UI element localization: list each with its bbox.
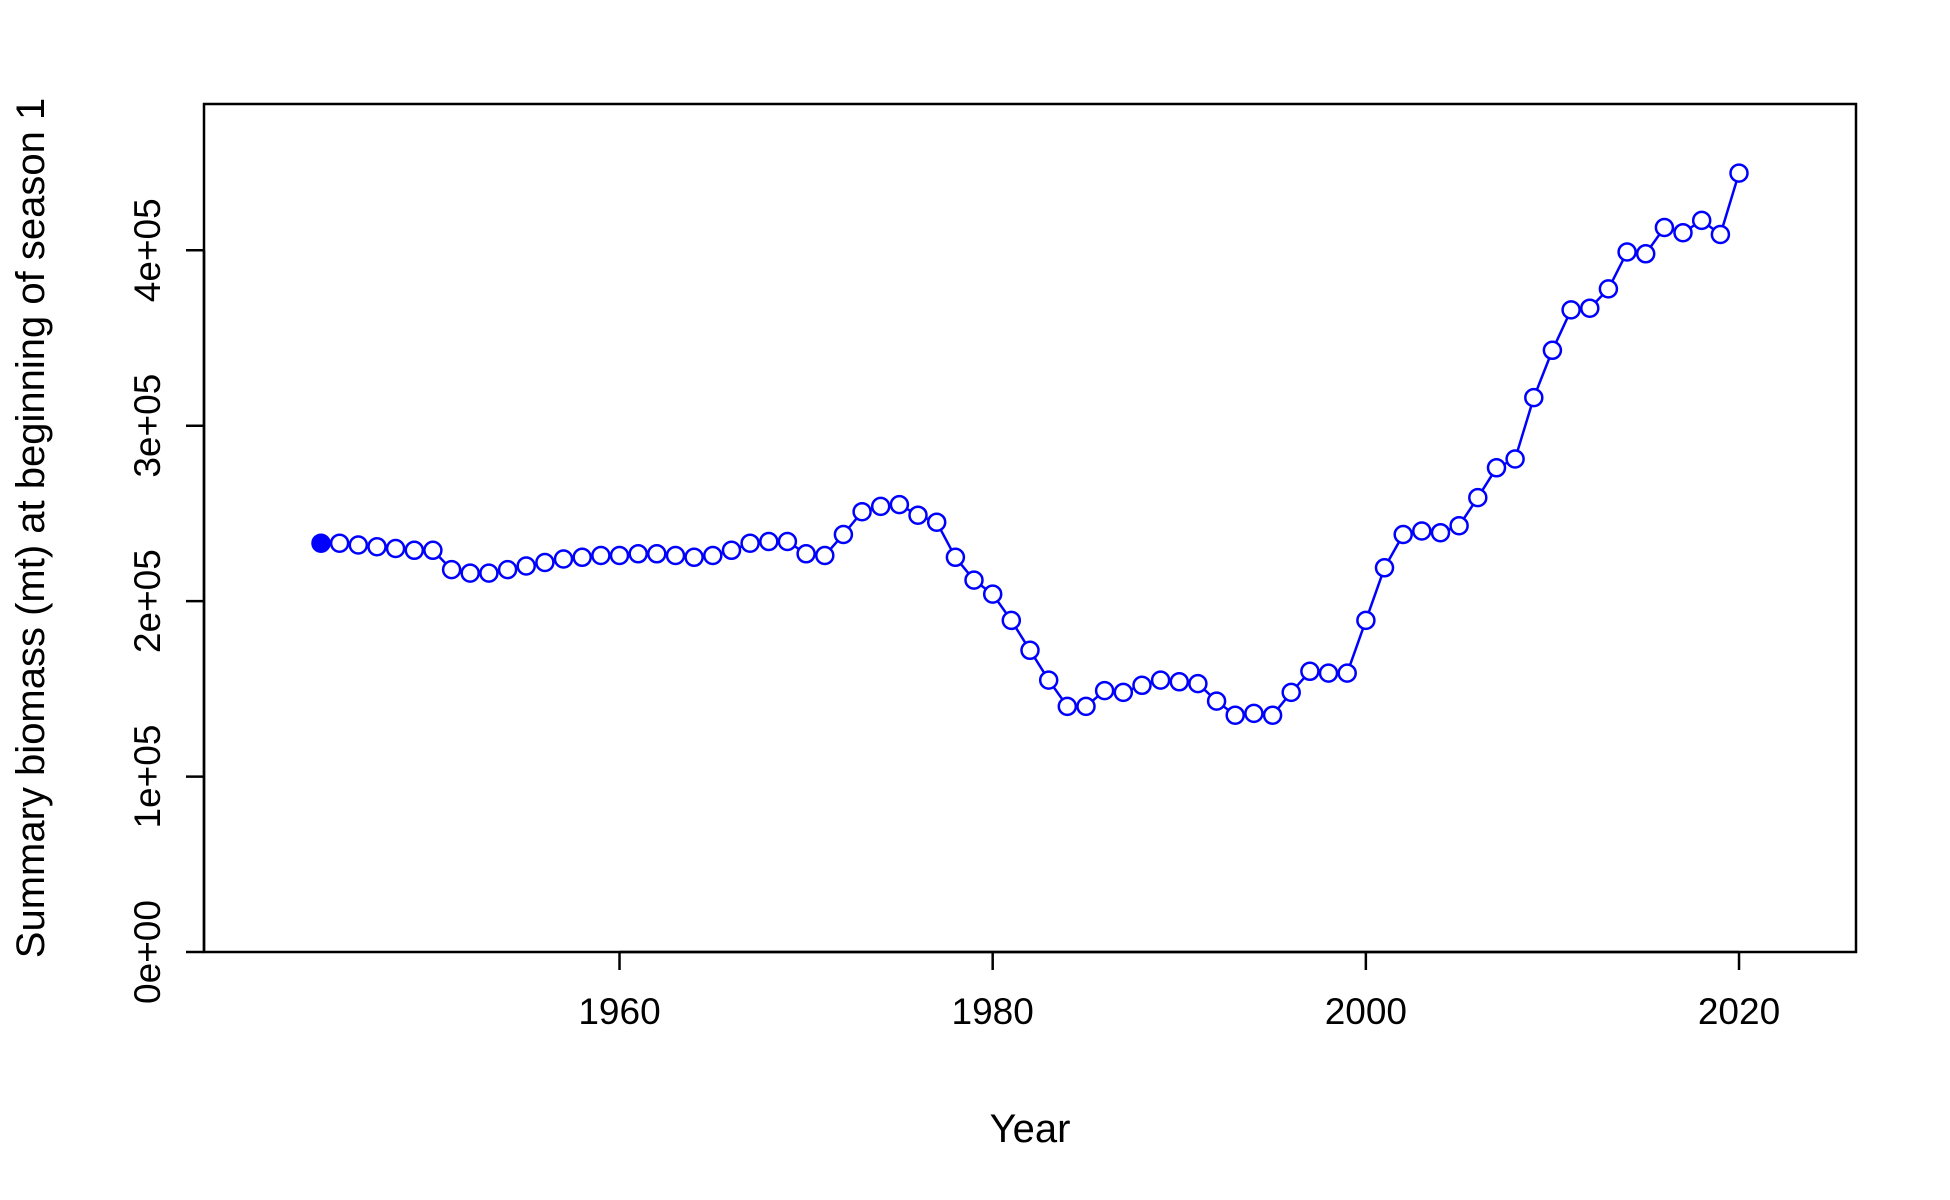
data-point bbox=[852, 501, 872, 522]
data-point bbox=[1225, 705, 1245, 725]
data-point bbox=[1057, 696, 1078, 717]
data-point bbox=[1020, 640, 1040, 661]
data-point bbox=[423, 540, 443, 561]
data-point bbox=[535, 552, 555, 573]
data-point bbox=[1505, 449, 1525, 469]
data-point bbox=[1300, 661, 1320, 682]
data-point bbox=[609, 545, 630, 566]
data-point bbox=[1542, 340, 1563, 361]
data-point bbox=[740, 533, 760, 553]
data-point bbox=[945, 547, 966, 568]
data-point bbox=[1094, 680, 1115, 701]
data-point bbox=[1188, 673, 1208, 694]
data-point bbox=[796, 544, 816, 564]
y-tick-label: 4e+05 bbox=[127, 198, 168, 302]
data-point bbox=[833, 524, 854, 545]
data-point bbox=[1038, 670, 1059, 690]
data-point bbox=[1318, 663, 1339, 683]
data-point bbox=[703, 545, 723, 566]
data-point bbox=[572, 547, 592, 568]
data-point bbox=[516, 556, 536, 576]
data-point bbox=[460, 563, 480, 583]
x-axis-title: Year bbox=[990, 1107, 1071, 1151]
x-axis: 1960 1980 2000 2020 bbox=[578, 950, 1780, 1032]
data-point bbox=[1393, 524, 1413, 545]
data-point bbox=[1654, 217, 1675, 238]
data-point bbox=[1710, 224, 1731, 245]
data-point bbox=[628, 544, 648, 564]
data-point bbox=[870, 496, 891, 517]
data-point bbox=[497, 559, 518, 580]
data-point bbox=[684, 547, 704, 568]
data-point bbox=[1673, 222, 1693, 243]
data-point bbox=[1262, 705, 1283, 725]
y-axis-title: Summary biomass (mt) at beginning of sea… bbox=[9, 98, 53, 958]
data-point bbox=[1113, 682, 1134, 703]
data-point bbox=[1337, 663, 1357, 683]
data-point bbox=[777, 531, 798, 552]
data-point bbox=[1206, 691, 1227, 711]
data-point bbox=[1076, 696, 1096, 717]
x-tick-label: 1980 bbox=[952, 991, 1034, 1032]
data-point bbox=[553, 549, 574, 569]
data-point bbox=[385, 538, 406, 559]
data-point bbox=[1430, 522, 1451, 543]
data-point bbox=[964, 570, 984, 590]
y-tick-label: 2e+05 bbox=[127, 549, 168, 653]
data-point bbox=[1001, 610, 1022, 631]
data-point bbox=[1468, 487, 1488, 508]
data-point bbox=[908, 505, 928, 525]
x-tick-label: 1960 bbox=[578, 991, 660, 1032]
data-point bbox=[1635, 244, 1656, 264]
data-point bbox=[889, 494, 910, 515]
plot-frame bbox=[202, 102, 1858, 954]
data-point bbox=[721, 540, 742, 561]
data-point bbox=[1356, 610, 1376, 631]
data-point bbox=[1281, 682, 1301, 703]
data-point bbox=[1691, 210, 1712, 231]
data-point bbox=[647, 544, 667, 564]
y-tick-label: 0e+00 bbox=[127, 900, 168, 1004]
data-point bbox=[1580, 298, 1600, 318]
data-point bbox=[1729, 163, 1749, 183]
y-axis: 0e+00 1e+05 2e+05 3e+05 4e+05 bbox=[127, 198, 206, 1004]
y-tick-label: 3e+05 bbox=[127, 374, 168, 478]
data-point bbox=[329, 533, 350, 553]
x-tick-label: 2020 bbox=[1698, 991, 1780, 1032]
data-point bbox=[1561, 300, 1581, 320]
data-point bbox=[815, 545, 835, 566]
data-point bbox=[665, 545, 686, 566]
data-point bbox=[367, 536, 387, 557]
data-point-initial bbox=[311, 533, 331, 553]
data-point bbox=[591, 545, 611, 566]
data-point bbox=[1132, 675, 1152, 696]
data-point bbox=[1449, 515, 1469, 536]
data-point bbox=[1486, 458, 1507, 478]
x-tick-label: 2000 bbox=[1325, 991, 1407, 1032]
data-point bbox=[1412, 521, 1432, 541]
data-point bbox=[404, 540, 425, 561]
data-point bbox=[1244, 703, 1264, 724]
data-point bbox=[1150, 670, 1171, 690]
data-point bbox=[348, 535, 369, 555]
data-point bbox=[441, 559, 462, 580]
series-line bbox=[321, 172, 1741, 717]
data-point bbox=[1524, 387, 1544, 408]
data-point bbox=[926, 512, 947, 532]
data-point bbox=[479, 563, 499, 583]
data-point bbox=[1169, 672, 1190, 692]
series-layer bbox=[311, 163, 1749, 725]
data-point bbox=[759, 531, 779, 552]
data-point bbox=[1374, 558, 1395, 578]
data-point bbox=[1617, 242, 1637, 262]
y-tick-label: 1e+05 bbox=[127, 725, 168, 829]
data-point bbox=[982, 584, 1003, 604]
data-point bbox=[1598, 279, 1619, 299]
